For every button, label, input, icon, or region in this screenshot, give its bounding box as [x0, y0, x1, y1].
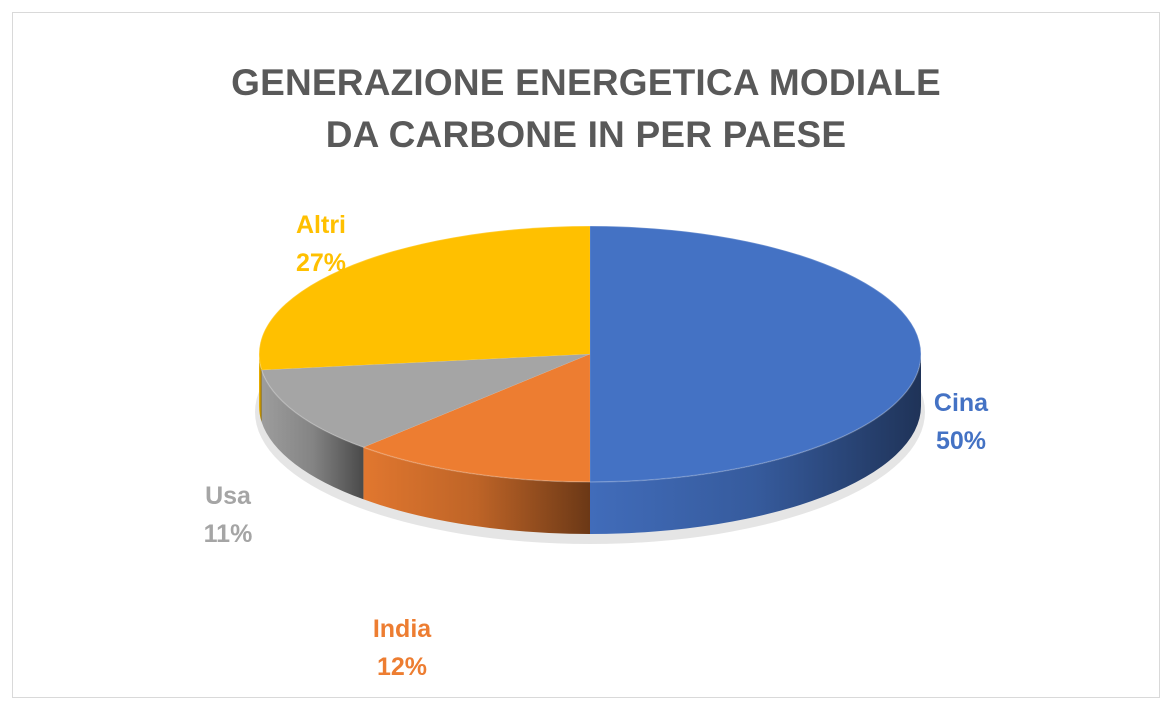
chart-title-line-1: GENERAZIONE ENERGETICA MODIALE: [231, 62, 941, 103]
data-label-india: India 12%: [342, 610, 462, 686]
slice-label-altri: Altri: [296, 211, 346, 239]
slice-value-altri: 27%: [295, 249, 347, 277]
pie-side-altri: [259, 354, 262, 423]
pie-rim: [258, 225, 922, 483]
data-label-cina: Cina 50%: [901, 384, 1021, 460]
chart-frame: GENERAZIONE ENERGETICA MODIALE DA CARBON…: [12, 12, 1160, 698]
chart-title: GENERAZIONE ENERGETICA MODIALE DA CARBON…: [13, 57, 1159, 161]
pie-side-cina: [590, 354, 921, 534]
pie-side-walls: [259, 354, 921, 534]
slice-value-usa: 11%: [203, 520, 253, 548]
chart-title-line-2: DA CARBONE IN PER PAESE: [325, 114, 847, 155]
slice-label-usa: Usa: [205, 482, 251, 510]
data-label-altri: Altri 27%: [261, 206, 381, 282]
slice-label-cina: Cina: [933, 389, 989, 417]
pie-slice-altri: [258, 225, 591, 371]
pie-slice-usa: [261, 353, 591, 448]
pie-top-faces: [258, 225, 922, 483]
slice-label-india: India: [372, 615, 432, 643]
pie-slice-cina: [589, 225, 922, 483]
slice-value-cina: 50%: [935, 427, 987, 455]
pie-slice-india: [362, 353, 591, 483]
pie-side-india: [363, 447, 590, 534]
pie-side-usa: [261, 370, 364, 500]
slice-value-india: 12%: [376, 653, 428, 681]
data-label-usa: Usa 11%: [168, 477, 288, 553]
